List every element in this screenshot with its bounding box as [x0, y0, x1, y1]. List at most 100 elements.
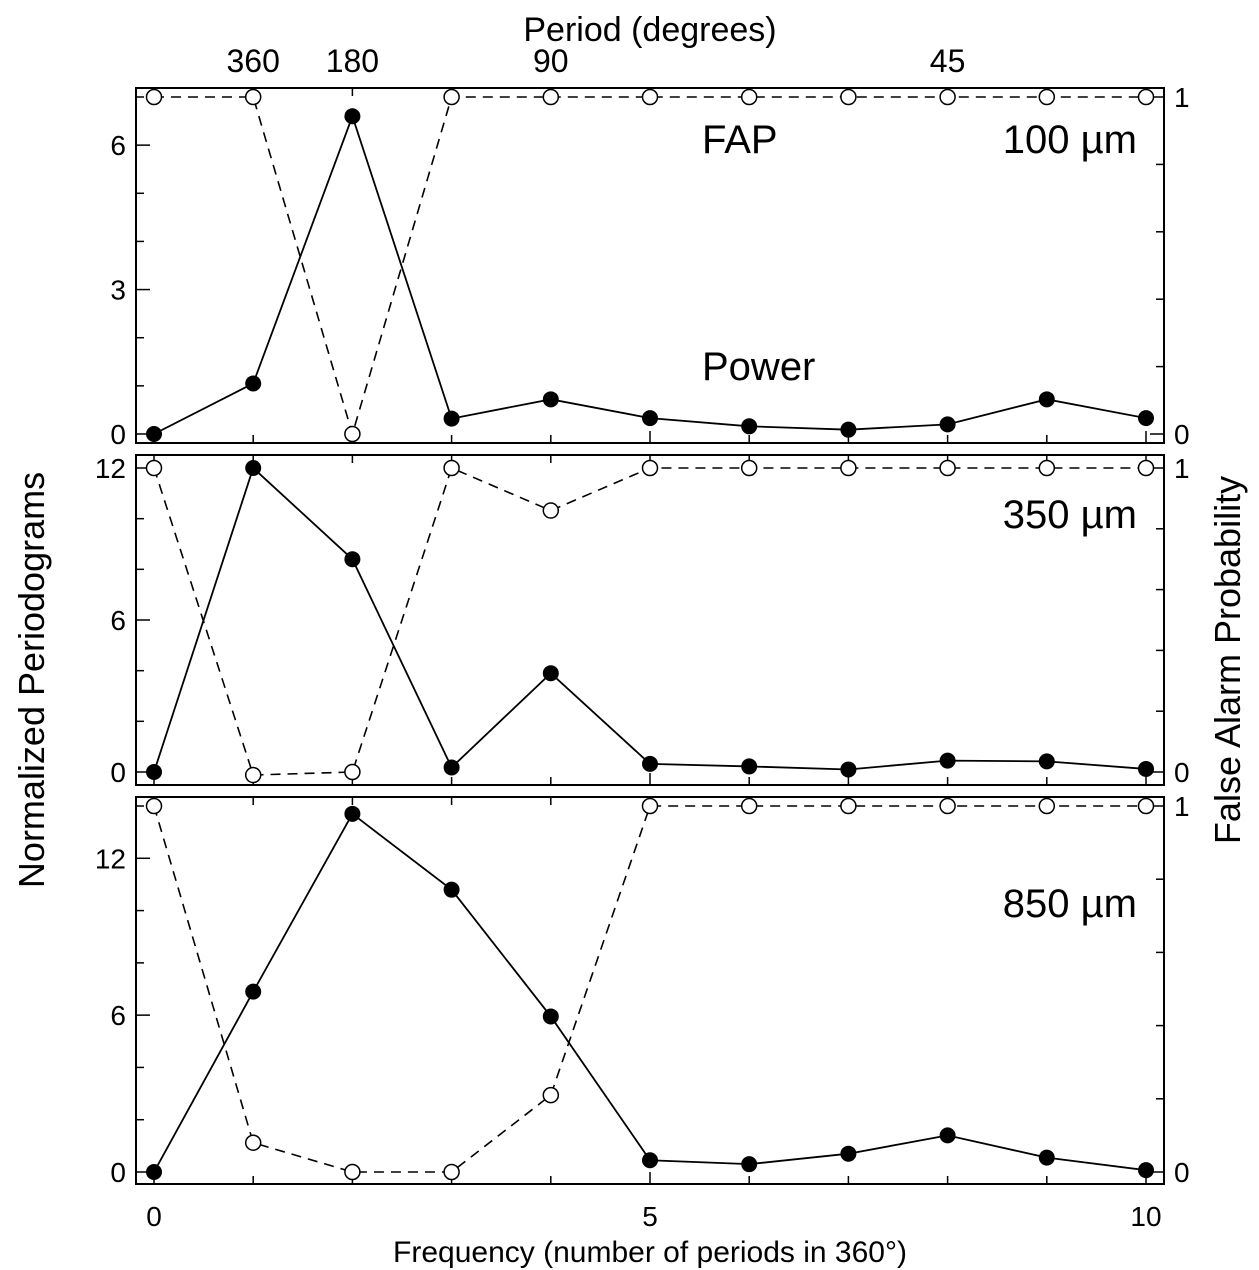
power-point	[840, 761, 857, 778]
y-tick-label: 6	[110, 1000, 126, 1031]
fap-point	[840, 459, 857, 477]
power-point	[939, 752, 956, 769]
panel-label: 350 µm	[1003, 493, 1137, 537]
fap-point	[344, 425, 361, 443]
panel-label: 850 µm	[1003, 882, 1137, 926]
fap-point	[740, 88, 758, 106]
fap-point	[344, 1163, 361, 1181]
y-tick-label: 12	[95, 453, 126, 484]
y-tick-label: 3	[110, 275, 126, 306]
power-point	[642, 755, 658, 772]
power-point	[1038, 391, 1055, 408]
power-point	[939, 1127, 956, 1144]
top-tick-label: 180	[326, 43, 379, 79]
fap-series-line	[154, 96, 1146, 437]
fap-point	[1038, 797, 1056, 815]
power-point	[542, 1008, 559, 1025]
fap-point	[939, 459, 956, 477]
fap-point	[1137, 88, 1155, 106]
fap-point	[641, 797, 659, 815]
panel-3: 0 6 12 0 1 850 µm	[95, 791, 1190, 1188]
fap-point	[939, 797, 956, 815]
fap-point	[641, 88, 659, 106]
power-point	[146, 1164, 162, 1180]
panel-2: 0 6 12 0 1 350 µm	[95, 453, 1190, 788]
y-tick-label: 12	[95, 843, 126, 874]
y-tick-label: 6	[110, 605, 126, 636]
power-point	[443, 410, 460, 427]
power-point	[642, 410, 658, 427]
fap-point	[244, 1134, 262, 1151]
power-point	[344, 108, 361, 125]
panel-frame	[135, 796, 1165, 1185]
y2-tick-label: 1	[1174, 82, 1190, 113]
power-point	[245, 375, 262, 392]
power-point	[542, 391, 559, 408]
y-tick-label: 0	[110, 1157, 126, 1188]
fap-point	[740, 459, 758, 477]
power-point	[443, 759, 460, 776]
y2-tick-label: 0	[1174, 757, 1190, 788]
power-point	[245, 983, 262, 1000]
panel-1: 0 3 6 0 1 100 µm	[110, 82, 1189, 450]
y2-tick-label: 0	[1174, 419, 1190, 450]
power-point	[443, 881, 460, 898]
fap-point	[939, 88, 956, 106]
power-point	[741, 1156, 758, 1173]
power-series-line	[153, 812, 1147, 1173]
fap-point	[1038, 459, 1056, 477]
fap-point	[740, 797, 758, 815]
power-point	[840, 1145, 857, 1162]
power-point	[840, 421, 857, 438]
fap-point	[145, 88, 163, 106]
y2-axis-title: False Alarm Probability	[1207, 476, 1248, 844]
fap-point	[443, 88, 460, 106]
y-axis-title: Normalized Periodograms	[11, 472, 52, 888]
top-axis-title: Period (degrees)	[523, 11, 776, 49]
power-point	[1138, 1162, 1154, 1179]
power-series-line	[153, 466, 1147, 773]
power-point	[1038, 1149, 1055, 1166]
power-point	[146, 426, 162, 442]
power-point	[939, 416, 956, 433]
power-annotation: Power	[702, 345, 815, 389]
x-axis-title: Frequency (number of periods in 360°)	[393, 1236, 907, 1269]
fap-point	[1038, 88, 1056, 106]
fap-point	[145, 459, 163, 477]
power-point	[741, 418, 758, 435]
power-point	[1138, 410, 1154, 427]
power-point	[344, 805, 361, 822]
top-tick-label: 90	[533, 43, 569, 79]
fap-series-line	[153, 805, 1146, 1173]
fap-point	[641, 459, 659, 477]
fap-point	[840, 88, 857, 106]
power-point	[344, 551, 361, 568]
power-point	[542, 665, 559, 682]
fap-point	[443, 1163, 460, 1181]
y2-tick-label: 0	[1174, 1157, 1190, 1188]
y2-tick-label: 1	[1174, 791, 1190, 822]
top-tick-label: 45	[930, 43, 966, 79]
power-point	[741, 758, 758, 775]
x-tick-label: 10	[1130, 1201, 1161, 1232]
x-tick-label: 5	[642, 1201, 658, 1232]
fap-point	[244, 766, 262, 784]
y2-tick-label: 1	[1174, 453, 1190, 484]
fap-point	[840, 797, 857, 815]
fap-annotation: FAP	[702, 118, 778, 162]
power-series-line	[153, 113, 1147, 435]
fap-point	[443, 459, 460, 477]
top-tick-label: 360	[227, 43, 280, 79]
x-tick-label: 0	[146, 1201, 162, 1232]
power-point	[1038, 753, 1055, 770]
fap-point	[542, 88, 560, 106]
power-point	[642, 1152, 658, 1169]
fap-point	[145, 797, 163, 815]
fap-point	[1137, 797, 1155, 815]
y-tick-label: 0	[110, 419, 126, 450]
power-point	[245, 460, 262, 476]
panel-label: 100 µm	[1003, 118, 1137, 162]
fap-point	[1137, 459, 1155, 477]
